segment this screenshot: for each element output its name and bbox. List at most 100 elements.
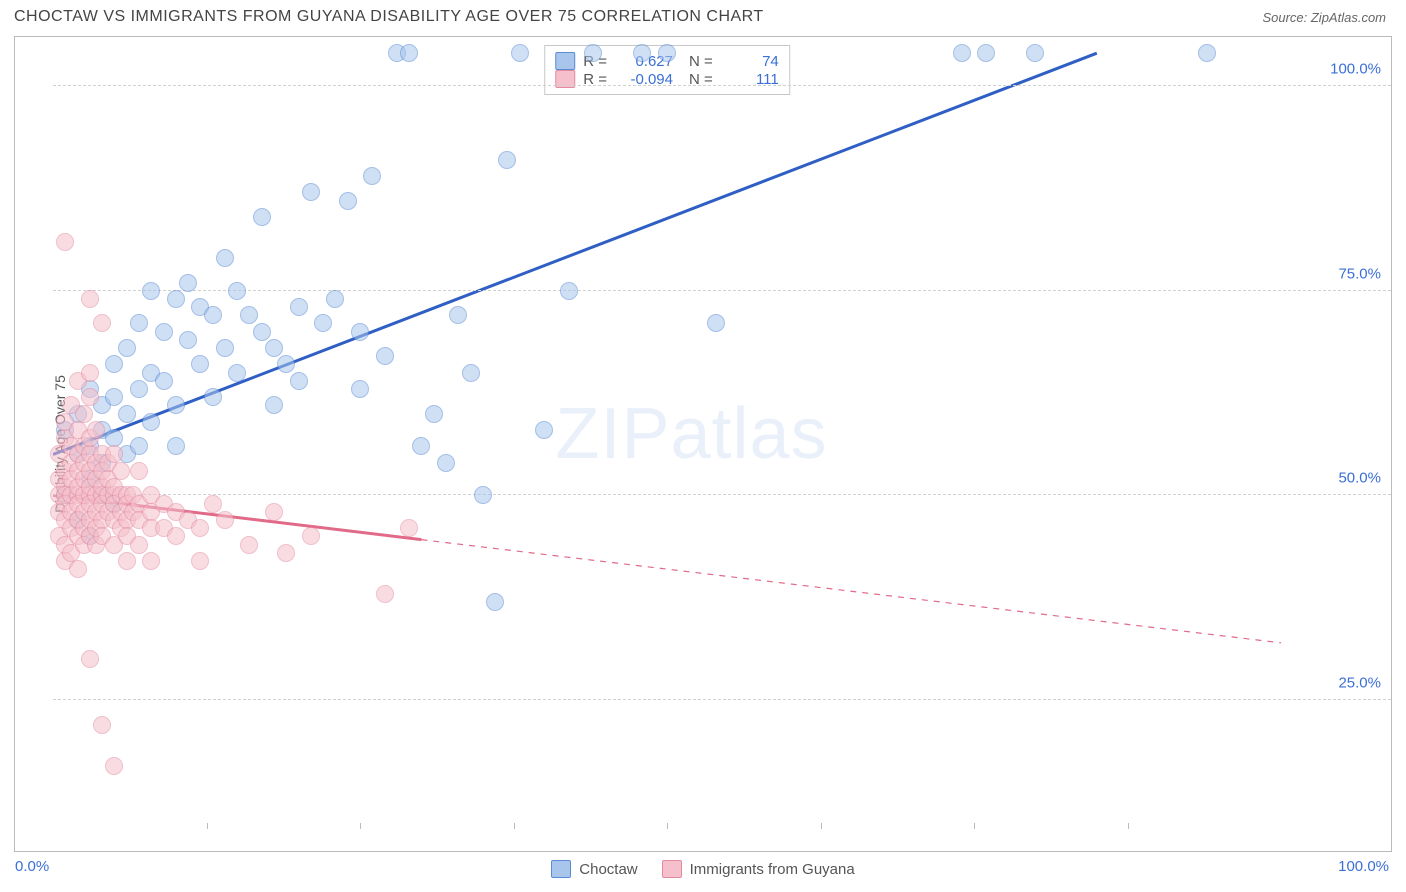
data-point-choctaw: [425, 405, 443, 423]
data-point-guyana: [204, 495, 222, 513]
x-tick: [974, 823, 975, 829]
data-point-choctaw: [179, 274, 197, 292]
data-point-choctaw: [412, 437, 430, 455]
data-point-choctaw: [216, 339, 234, 357]
data-point-guyana: [81, 388, 99, 406]
legend-label: Immigrants from Guyana: [690, 861, 855, 878]
x-tick: [514, 823, 515, 829]
data-point-guyana: [167, 527, 185, 545]
data-point-choctaw: [302, 183, 320, 201]
data-point-guyana: [93, 716, 111, 734]
x-tick: [667, 823, 668, 829]
legend-label: Choctaw: [579, 861, 637, 878]
y-tick-label: 25.0%: [1291, 675, 1381, 692]
data-point-choctaw: [658, 44, 676, 62]
data-point-choctaw: [130, 437, 148, 455]
data-point-guyana: [240, 536, 258, 554]
plot-region: ZIPatlas R =0.627N =74R =-0.094N =111 25…: [53, 45, 1281, 823]
data-point-choctaw: [584, 44, 602, 62]
data-point-guyana: [56, 233, 74, 251]
data-point-guyana: [142, 552, 160, 570]
data-point-choctaw: [191, 355, 209, 373]
data-point-choctaw: [277, 355, 295, 373]
data-point-choctaw: [105, 429, 123, 447]
data-point-choctaw: [167, 290, 185, 308]
watermark: ZIPatlas: [555, 393, 827, 475]
data-point-choctaw: [204, 388, 222, 406]
gridline-horizontal: [53, 85, 1391, 86]
data-point-choctaw: [265, 396, 283, 414]
data-point-choctaw: [265, 339, 283, 357]
data-point-choctaw: [511, 44, 529, 62]
data-point-guyana: [105, 445, 123, 463]
legend-n-value: 74: [721, 53, 779, 70]
data-point-choctaw: [1026, 44, 1044, 62]
data-point-choctaw: [339, 192, 357, 210]
data-point-choctaw: [105, 355, 123, 373]
data-point-choctaw: [314, 314, 332, 332]
data-point-guyana: [265, 503, 283, 521]
legend-swatch: [662, 860, 682, 878]
legend-swatch: [551, 860, 571, 878]
data-point-choctaw: [228, 282, 246, 300]
data-point-choctaw: [498, 151, 516, 169]
data-point-choctaw: [105, 388, 123, 406]
data-point-guyana: [191, 552, 209, 570]
data-point-choctaw: [167, 437, 185, 455]
data-point-choctaw: [290, 372, 308, 390]
data-point-choctaw: [707, 314, 725, 332]
data-point-choctaw: [351, 323, 369, 341]
legend-n-label: N =: [689, 53, 713, 70]
data-point-choctaw: [977, 44, 995, 62]
legend-item: Choctaw: [551, 860, 637, 878]
source-attribution: Source: ZipAtlas.com: [1262, 10, 1386, 25]
data-point-choctaw: [633, 44, 651, 62]
data-point-choctaw: [130, 380, 148, 398]
data-point-choctaw: [240, 306, 258, 324]
data-point-choctaw: [535, 421, 553, 439]
data-point-choctaw: [449, 306, 467, 324]
x-tick: [360, 823, 361, 829]
data-point-guyana: [191, 519, 209, 537]
data-point-guyana: [130, 536, 148, 554]
data-point-guyana: [69, 560, 87, 578]
data-point-choctaw: [179, 331, 197, 349]
data-point-guyana: [216, 511, 234, 529]
trend-lines: [53, 45, 1281, 823]
data-point-choctaw: [400, 44, 418, 62]
chart-area: Disability Age Over 75 ZIPatlas R =0.627…: [14, 36, 1392, 852]
y-tick-label: 75.0%: [1291, 265, 1381, 282]
data-point-choctaw: [155, 323, 173, 341]
data-point-guyana: [105, 757, 123, 775]
data-point-guyana: [81, 364, 99, 382]
data-point-guyana: [277, 544, 295, 562]
data-point-choctaw: [155, 372, 173, 390]
data-point-choctaw: [290, 298, 308, 316]
data-point-guyana: [75, 405, 93, 423]
data-point-choctaw: [351, 380, 369, 398]
data-point-choctaw: [953, 44, 971, 62]
gridline-horizontal: [53, 290, 1391, 291]
data-point-guyana: [376, 585, 394, 603]
data-point-choctaw: [142, 413, 160, 431]
data-point-choctaw: [326, 290, 344, 308]
data-point-choctaw: [253, 208, 271, 226]
data-point-choctaw: [1198, 44, 1216, 62]
gridline-horizontal: [53, 494, 1391, 495]
data-point-choctaw: [118, 405, 136, 423]
y-tick-label: 100.0%: [1291, 60, 1381, 77]
data-point-choctaw: [228, 364, 246, 382]
x-tick: [1128, 823, 1129, 829]
data-point-choctaw: [474, 486, 492, 504]
data-point-guyana: [87, 421, 105, 439]
legend-swatch: [555, 52, 575, 70]
series-legend: Choctaw Immigrants from Guyana: [0, 860, 1406, 882]
data-point-guyana: [400, 519, 418, 537]
data-point-guyana: [81, 290, 99, 308]
x-tick: [207, 823, 208, 829]
x-tick: [821, 823, 822, 829]
data-point-choctaw: [118, 339, 136, 357]
legend-item: Immigrants from Guyana: [662, 860, 855, 878]
data-point-guyana: [112, 462, 130, 480]
data-point-choctaw: [253, 323, 271, 341]
